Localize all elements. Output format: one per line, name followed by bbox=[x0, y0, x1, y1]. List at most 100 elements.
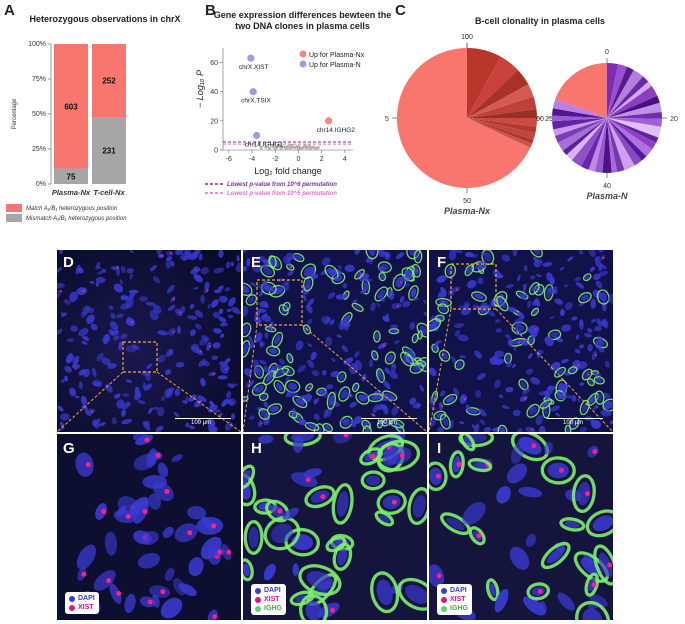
dapi-nucleus bbox=[380, 274, 385, 280]
zoom-box-e bbox=[256, 279, 303, 326]
dapi-nucleus bbox=[243, 250, 248, 254]
dapi-nucleus bbox=[596, 393, 603, 402]
dapi-nucleus bbox=[564, 520, 580, 528]
dapi-nucleus bbox=[78, 381, 83, 390]
dapi-nucleus bbox=[116, 313, 124, 319]
dapi-nucleus bbox=[81, 405, 88, 411]
dapi-nucleus bbox=[415, 252, 421, 261]
dapi-nucleus bbox=[190, 329, 196, 336]
stacked-bar-chart: 0% 25% 50% 75% 100% Percentage 75 603 Plasma-Nx 2… bbox=[6, 41, 127, 222]
xist-spot bbox=[441, 405, 444, 408]
dapi-nucleus bbox=[256, 337, 262, 341]
dapi-nucleus bbox=[370, 395, 381, 401]
pie-slice bbox=[607, 63, 619, 118]
dapi-nucleus bbox=[195, 323, 202, 330]
dapi-nucleus bbox=[162, 526, 174, 539]
dapi-nucleus bbox=[193, 266, 201, 272]
dapi-nucleus bbox=[544, 336, 554, 347]
dapi-nucleus bbox=[256, 367, 262, 376]
panel-letter-b: B bbox=[205, 2, 216, 19]
dapi-nucleus bbox=[514, 310, 519, 315]
xist-spot bbox=[537, 588, 543, 594]
dapi-nucleus bbox=[75, 264, 81, 275]
dapi-nucleus bbox=[494, 588, 509, 613]
dapi-nucleus bbox=[227, 383, 235, 389]
dapi-nucleus bbox=[368, 250, 376, 256]
legend-g-xist: XIST bbox=[69, 603, 95, 612]
ighg-cell bbox=[464, 264, 475, 277]
ighg-cell bbox=[245, 294, 258, 306]
dapi-nucleus bbox=[243, 265, 248, 272]
dapi-nucleus bbox=[387, 354, 394, 362]
dapi-nucleus bbox=[550, 331, 559, 338]
dapi-nucleus bbox=[326, 384, 334, 390]
dapi-nucleus bbox=[372, 404, 379, 414]
dapi-nucleus bbox=[437, 426, 445, 432]
dapi-nucleus bbox=[400, 275, 410, 283]
background-point bbox=[264, 145, 268, 149]
dapi-nucleus bbox=[486, 310, 496, 317]
ighg-cell bbox=[448, 450, 465, 479]
dapi-nucleus bbox=[263, 303, 269, 309]
xist-spot bbox=[320, 494, 326, 500]
dapi-nucleus bbox=[505, 334, 511, 339]
dapi-nucleus bbox=[390, 324, 398, 329]
legend-dot bbox=[299, 50, 307, 58]
dapi-nucleus bbox=[298, 419, 307, 426]
dapi-nucleus bbox=[108, 305, 114, 310]
ighg-cell bbox=[408, 285, 419, 301]
dapi-nucleus bbox=[126, 268, 134, 274]
dapi-nucleus bbox=[196, 516, 224, 535]
x-tick-label: 4 bbox=[343, 156, 347, 163]
dapi-nucleus bbox=[506, 463, 528, 484]
x-tick-label: 0 bbox=[296, 156, 300, 163]
dapi-nucleus bbox=[125, 379, 133, 383]
ighg-cell bbox=[243, 558, 254, 582]
pie-slice bbox=[607, 118, 659, 143]
y-tick-label: 75% bbox=[32, 76, 46, 83]
dapi-nucleus bbox=[297, 364, 306, 373]
dapi-nucleus bbox=[494, 319, 501, 323]
ighg-cell bbox=[442, 393, 458, 406]
dapi-nucleus bbox=[478, 408, 487, 417]
dapi-nucleus bbox=[516, 428, 523, 432]
dapi-nucleus bbox=[532, 250, 541, 255]
dapi-nucleus bbox=[354, 360, 363, 371]
x-axis-label: Log₂ fold change bbox=[254, 166, 322, 176]
xist-spot bbox=[226, 549, 232, 555]
dapi-nucleus bbox=[405, 584, 427, 604]
ighg-cell bbox=[575, 600, 611, 620]
dapi-nucleus bbox=[59, 413, 70, 421]
dapi-nucleus bbox=[409, 321, 416, 330]
nuclei-g bbox=[75, 434, 232, 620]
dapi-nucleus bbox=[556, 369, 564, 376]
dapi-nucleus bbox=[221, 398, 229, 407]
xist-spot bbox=[212, 614, 218, 620]
dapi-nucleus bbox=[157, 462, 169, 478]
dapi-nucleus bbox=[382, 495, 401, 510]
dapi-dot-icon bbox=[441, 587, 447, 594]
dapi-nucleus bbox=[149, 309, 159, 321]
pie-slice bbox=[562, 118, 607, 156]
dapi-nucleus bbox=[409, 397, 417, 405]
ighg-cell bbox=[243, 340, 251, 358]
dapi-nucleus bbox=[495, 328, 502, 333]
xist-spot bbox=[260, 422, 263, 425]
xist-spot bbox=[130, 320, 133, 323]
dapi-nucleus bbox=[534, 298, 541, 307]
dapi-nucleus bbox=[259, 359, 267, 365]
dapi-nucleus bbox=[299, 395, 305, 400]
dapi-nucleus bbox=[599, 292, 607, 302]
dapi-nucleus bbox=[512, 409, 521, 417]
ighg-cell bbox=[384, 351, 396, 365]
background-point bbox=[296, 146, 300, 151]
dapi-nucleus bbox=[384, 367, 390, 374]
dapi-nucleus bbox=[224, 421, 233, 431]
dapi-nucleus bbox=[248, 526, 259, 549]
ighg-cell bbox=[243, 464, 256, 490]
dapi-nucleus bbox=[78, 369, 87, 376]
ighg-cell bbox=[406, 250, 421, 260]
dapi-nucleus bbox=[227, 398, 237, 405]
dapi-nucleus bbox=[336, 334, 342, 338]
scale-bar-e bbox=[361, 418, 417, 419]
